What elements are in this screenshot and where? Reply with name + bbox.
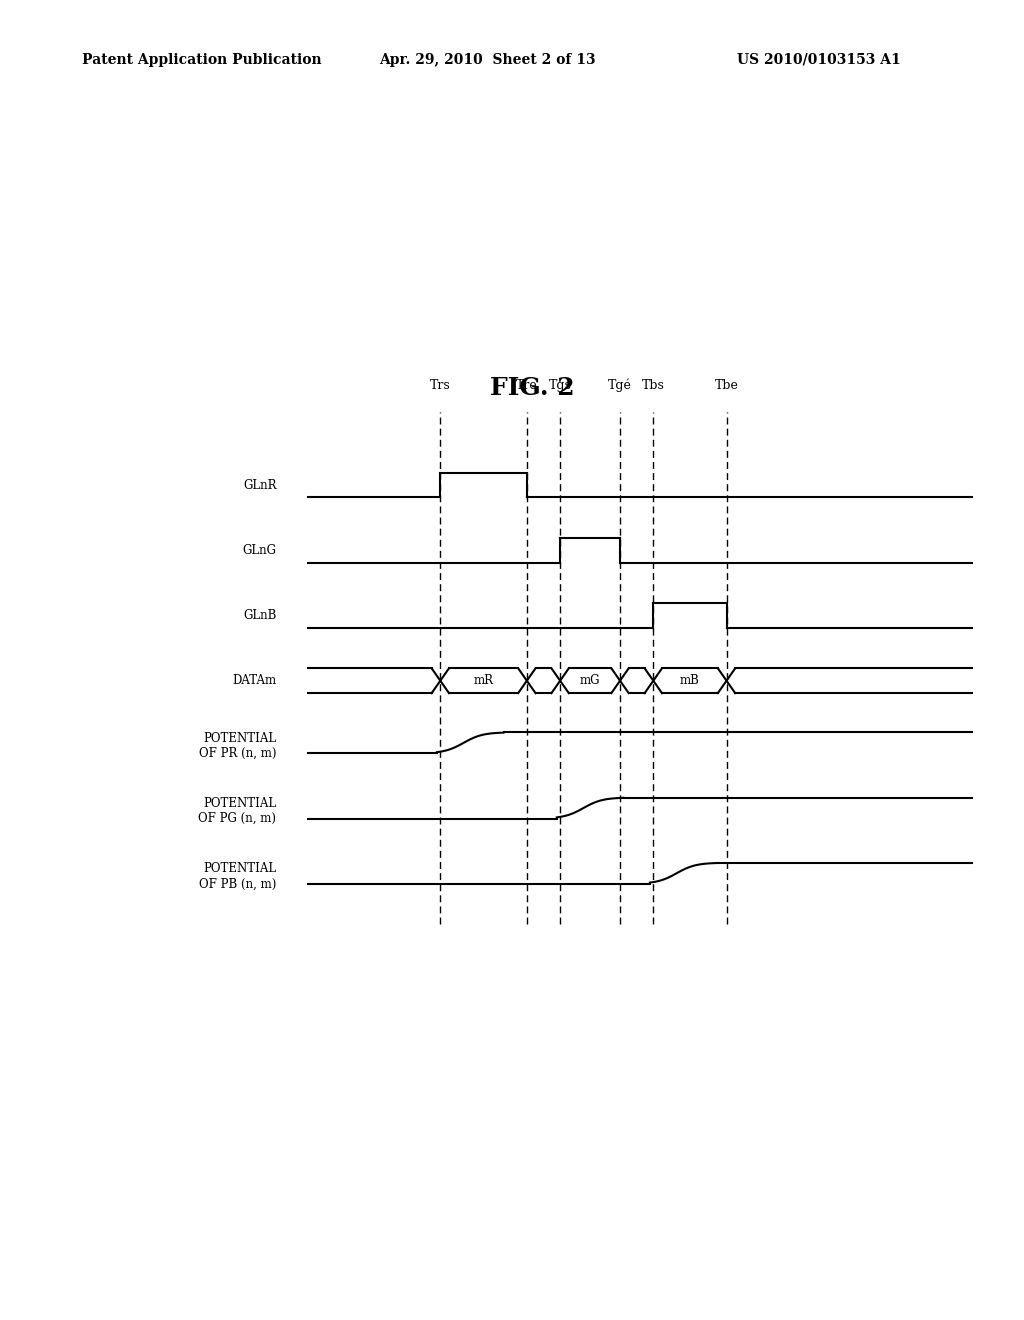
Text: Tre: Tre xyxy=(516,379,538,392)
Text: US 2010/0103153 A1: US 2010/0103153 A1 xyxy=(737,53,901,67)
Text: Trs: Trs xyxy=(430,379,451,392)
Text: Tbs: Tbs xyxy=(642,379,665,392)
Text: POTENTIAL
OF PB (n, m): POTENTIAL OF PB (n, m) xyxy=(199,862,276,891)
Text: FIG. 2: FIG. 2 xyxy=(490,376,574,400)
Text: Apr. 29, 2010  Sheet 2 of 13: Apr. 29, 2010 Sheet 2 of 13 xyxy=(379,53,596,67)
Text: Tgs: Tgs xyxy=(549,379,571,392)
Text: Tgé: Tgé xyxy=(608,379,632,392)
Text: DATAm: DATAm xyxy=(232,675,276,688)
Text: mR: mR xyxy=(473,675,494,688)
Text: Patent Application Publication: Patent Application Publication xyxy=(82,53,322,67)
Text: GLnG: GLnG xyxy=(243,544,276,557)
Text: POTENTIAL
OF PG (n, m): POTENTIAL OF PG (n, m) xyxy=(199,797,276,825)
Text: mG: mG xyxy=(580,675,600,688)
Text: POTENTIAL
OF PR (n, m): POTENTIAL OF PR (n, m) xyxy=(199,731,276,760)
Text: GLnB: GLnB xyxy=(243,609,276,622)
Text: GLnR: GLnR xyxy=(243,479,276,491)
Text: Tbe: Tbe xyxy=(715,379,738,392)
Text: mB: mB xyxy=(680,675,699,688)
